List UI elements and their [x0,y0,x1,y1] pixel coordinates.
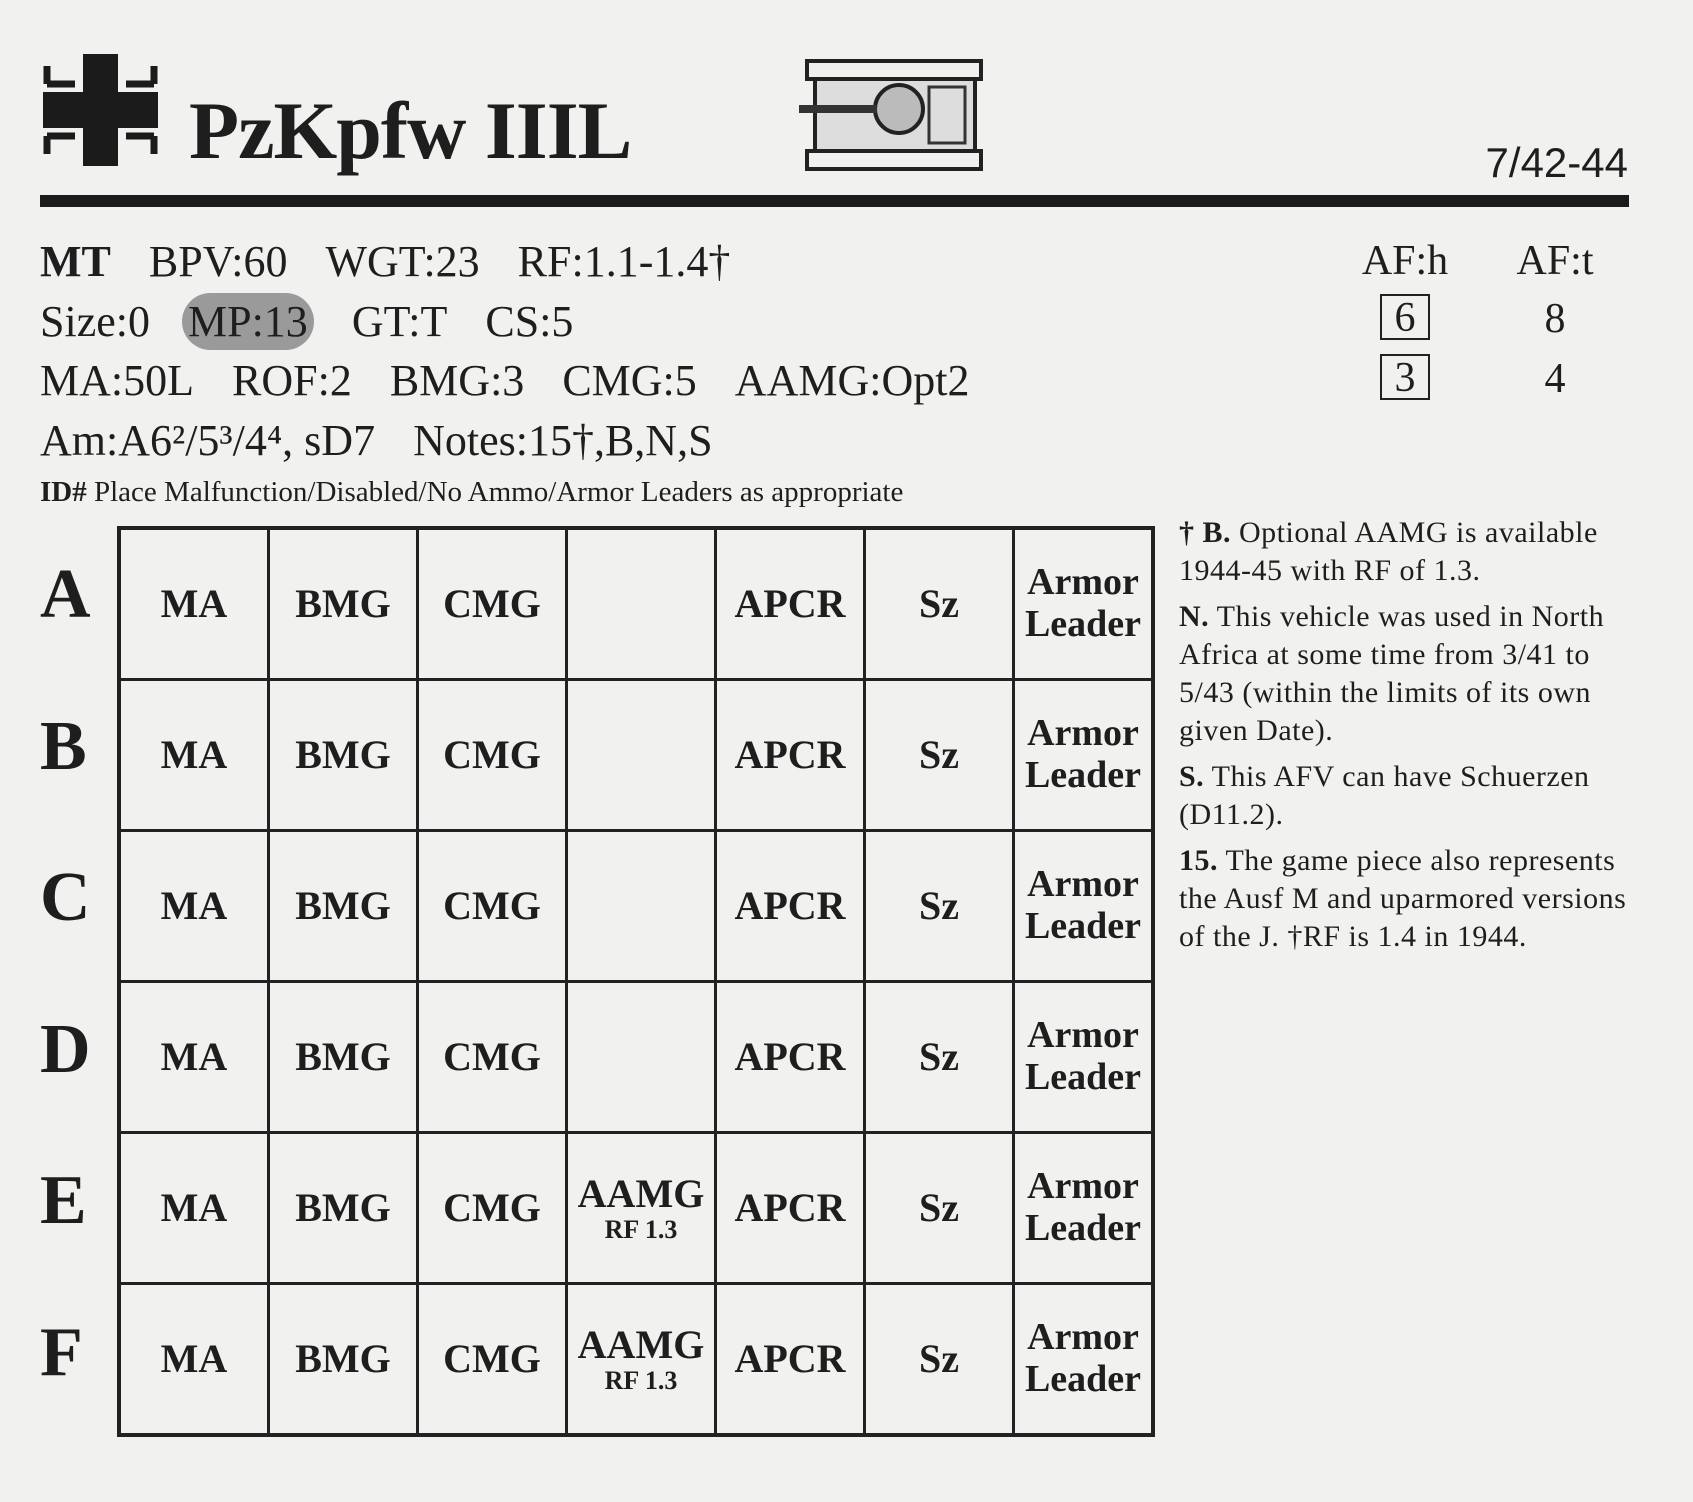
ammo: Am:A6²/5³/4⁴, sD7 [40,416,376,465]
cell-ma[interactable]: MA [117,678,270,832]
vehicle-title: PzKpfw IIIL [189,85,632,176]
note-b: † B. Optional AAMG is available 1944-45 … [1179,516,1598,587]
notes-ref: Notes:15†,B,N,S [413,416,713,465]
front-turret-armor: 8 [1544,296,1566,342]
cell-aamg[interactable] [565,980,717,1134]
cell-sz[interactable]: Sz [863,980,1015,1134]
id-line: ID# Place Malfunction/Disabled/No Ammo/A… [40,476,903,509]
cell-ma[interactable]: MA [117,1131,270,1285]
vehicle-type: MT [40,237,111,286]
cell-apcr[interactable]: APCR [714,829,866,983]
cell-cmg[interactable]: CMG [416,1131,568,1285]
note-n: N. This vehicle was used in North Africa… [1179,600,1605,747]
grid-row-d: MA BMG CMG APCR Sz Armor Leader [117,980,1155,1134]
cell-cmg[interactable]: CMG [416,678,568,832]
stats-line-4: Am:A6²/5³/4⁴, sD7 Notes:15†,B,N,S [40,419,751,463]
aamg-rf-label: RF 1.3 [604,1214,678,1244]
front-hull-armor: 6 [1380,294,1430,340]
id-text: Place Malfunction/Disabled/No Ammo/Armor… [93,476,904,508]
cell-armor-leader[interactable]: Armor Leader [1012,980,1155,1134]
stats-line-3: MA:50L ROF:2 BMG:3 CMG:5 AAMG:Opt2 [40,359,1007,403]
tracking-grid: MA BMG CMG APCR Sz Armor Leader MA BMG CMG APCR Sz… [117,526,1155,1437]
aamg-label: AAMG [577,1170,705,1216]
balkenkreuz-icon [43,54,158,166]
cell-ma[interactable]: MA [117,829,270,983]
aamg: AAMG:Opt2 [734,356,970,405]
cell-cmg[interactable]: CMG [416,1282,568,1437]
cell-aamg[interactable] [565,526,717,681]
aamg-rf-label: RF 1.3 [604,1365,678,1395]
row-letter-c: C [40,859,91,936]
row-letter-b: B [40,707,87,785]
cell-bmg[interactable]: BMG [267,1282,419,1437]
af-hull-label: AF:h [1361,238,1449,284]
cell-apcr[interactable]: APCR [714,1131,866,1285]
id-label: ID# [40,476,87,508]
cell-armor-leader[interactable]: Armor Leader [1012,829,1155,983]
row-letter-a: A [40,556,91,633]
cell-sz[interactable]: Sz [863,1282,1015,1437]
rof: ROF:2 [232,356,352,405]
cell-cmg[interactable]: CMG [416,980,568,1134]
cell-bmg[interactable]: BMG [267,829,419,983]
cell-bmg[interactable]: BMG [267,980,419,1134]
cell-apcr[interactable]: APCR [714,1282,866,1437]
row-letter-e: E [40,1162,87,1239]
cell-aamg[interactable]: AAMG RF 1.3 [565,1131,717,1285]
cell-bmg[interactable]: BMG [267,678,419,832]
header-rule [40,195,1629,207]
rf: RF:1.1-1.4† [517,237,731,286]
note-s: S. This AFV can have Schuerzen (D11.2). [1179,760,1590,831]
stats-line-2: Size:0 MP:13 GT:T CS:5 [40,293,611,350]
cell-sz[interactable]: Sz [863,829,1015,983]
row-letter-d: D [40,1010,91,1088]
weight: WGT:23 [325,237,480,286]
tank-topview-icon [799,59,983,171]
side-turret-armor: 4 [1544,356,1566,402]
cell-apcr[interactable]: APCR [714,980,866,1134]
stats-line-1: MT BPV:60 WGT:23 RF:1.1-1.4† [40,240,768,284]
cell-ma[interactable]: MA [117,526,270,681]
cell-armor-leader[interactable]: Armor Leader [1012,678,1155,832]
row-letter-f: F [40,1313,83,1391]
mp: MP:13 [181,293,314,350]
cell-apcr[interactable]: APCR [714,526,866,681]
cell-sz[interactable]: Sz [863,526,1015,681]
ground-type: GT:T [351,297,448,346]
cell-aamg[interactable]: AAMG RF 1.3 [565,1282,717,1437]
cell-cmg[interactable]: CMG [416,829,568,983]
cell-bmg[interactable]: BMG [267,526,419,681]
cell-ma[interactable]: MA [117,980,270,1134]
cs: CS:5 [485,297,574,346]
grid-row-e: MA BMG CMG AAMG RF 1.3 APCR Sz Armor Leader [117,1131,1155,1285]
af-turret-label: AF:t [1516,238,1594,284]
size: Size:0 [40,297,150,346]
main-armament: MA:50L [40,356,194,405]
cell-sz[interactable]: Sz [863,1131,1015,1285]
grid-row-c: MA BMG CMG APCR Sz Armor Leader [117,829,1155,983]
bmg: BMG:3 [389,356,525,405]
cell-sz[interactable]: Sz [863,678,1015,832]
grid-row-f: MA BMG CMG AAMG RF 1.3 APCR Sz Armor Leader [117,1282,1155,1437]
note-15: 15. The game piece also represents the A… [1179,844,1627,953]
cell-armor-leader[interactable]: Armor Leader [1012,1282,1155,1437]
side-hull-armor: 3 [1380,354,1430,400]
cell-bmg[interactable]: BMG [267,1131,419,1285]
date-range: 7/42-44 [1485,139,1628,186]
cell-armor-leader[interactable]: Armor Leader [1012,526,1155,681]
cell-ma[interactable]: MA [117,1282,270,1437]
vehicle-notes: † B. Optional AAMG is available 1944-45 … [1179,514,1639,964]
grid-row-a: MA BMG CMG APCR Sz Armor Leader [117,526,1155,681]
cell-aamg[interactable] [565,829,717,983]
cell-cmg[interactable]: CMG [416,526,568,681]
bpv: BPV:60 [148,237,288,286]
aamg-label: AAMG [577,1321,705,1367]
cell-apcr[interactable]: APCR [714,678,866,832]
cell-aamg[interactable] [565,678,717,832]
cell-armor-leader[interactable]: Armor Leader [1012,1131,1155,1285]
grid-row-b: MA BMG CMG APCR Sz Armor Leader [117,678,1155,832]
cmg: CMG:5 [562,356,697,405]
